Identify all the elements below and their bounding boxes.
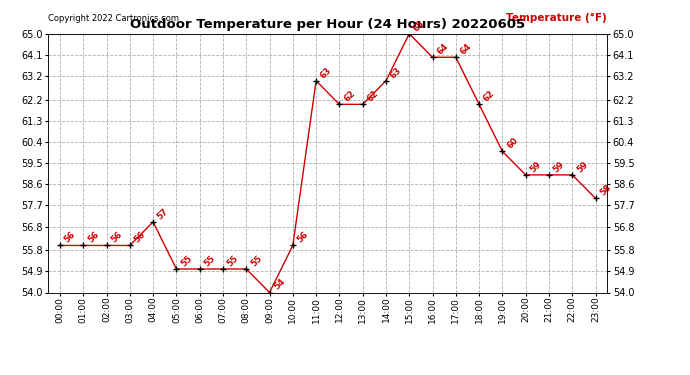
Text: 56: 56 <box>295 230 310 244</box>
Text: 57: 57 <box>156 207 170 221</box>
Text: 58: 58 <box>598 183 613 198</box>
Text: Temperature (°F): Temperature (°F) <box>506 13 607 23</box>
Title: Outdoor Temperature per Hour (24 Hours) 20220605: Outdoor Temperature per Hour (24 Hours) … <box>130 18 525 31</box>
Text: 55: 55 <box>249 254 264 268</box>
Text: 63: 63 <box>388 65 404 80</box>
Text: Copyright 2022 Cartronics.com: Copyright 2022 Cartronics.com <box>48 14 179 23</box>
Text: 55: 55 <box>202 254 217 268</box>
Text: 64: 64 <box>459 42 473 57</box>
Text: 64: 64 <box>435 42 450 57</box>
Text: 56: 56 <box>86 230 101 244</box>
Text: 55: 55 <box>179 254 194 268</box>
Text: 59: 59 <box>552 159 566 174</box>
Text: 56: 56 <box>63 230 77 244</box>
Text: 59: 59 <box>575 159 590 174</box>
Text: 60: 60 <box>505 136 520 151</box>
Text: 56: 56 <box>109 230 124 244</box>
Text: 62: 62 <box>342 89 357 104</box>
Text: 55: 55 <box>226 254 240 268</box>
Text: 63: 63 <box>319 65 333 80</box>
Text: 56: 56 <box>132 230 147 244</box>
Text: 62: 62 <box>482 89 497 104</box>
Text: 62: 62 <box>366 89 380 104</box>
Text: 65: 65 <box>412 18 426 33</box>
Text: 54: 54 <box>273 277 287 292</box>
Text: 59: 59 <box>529 159 543 174</box>
